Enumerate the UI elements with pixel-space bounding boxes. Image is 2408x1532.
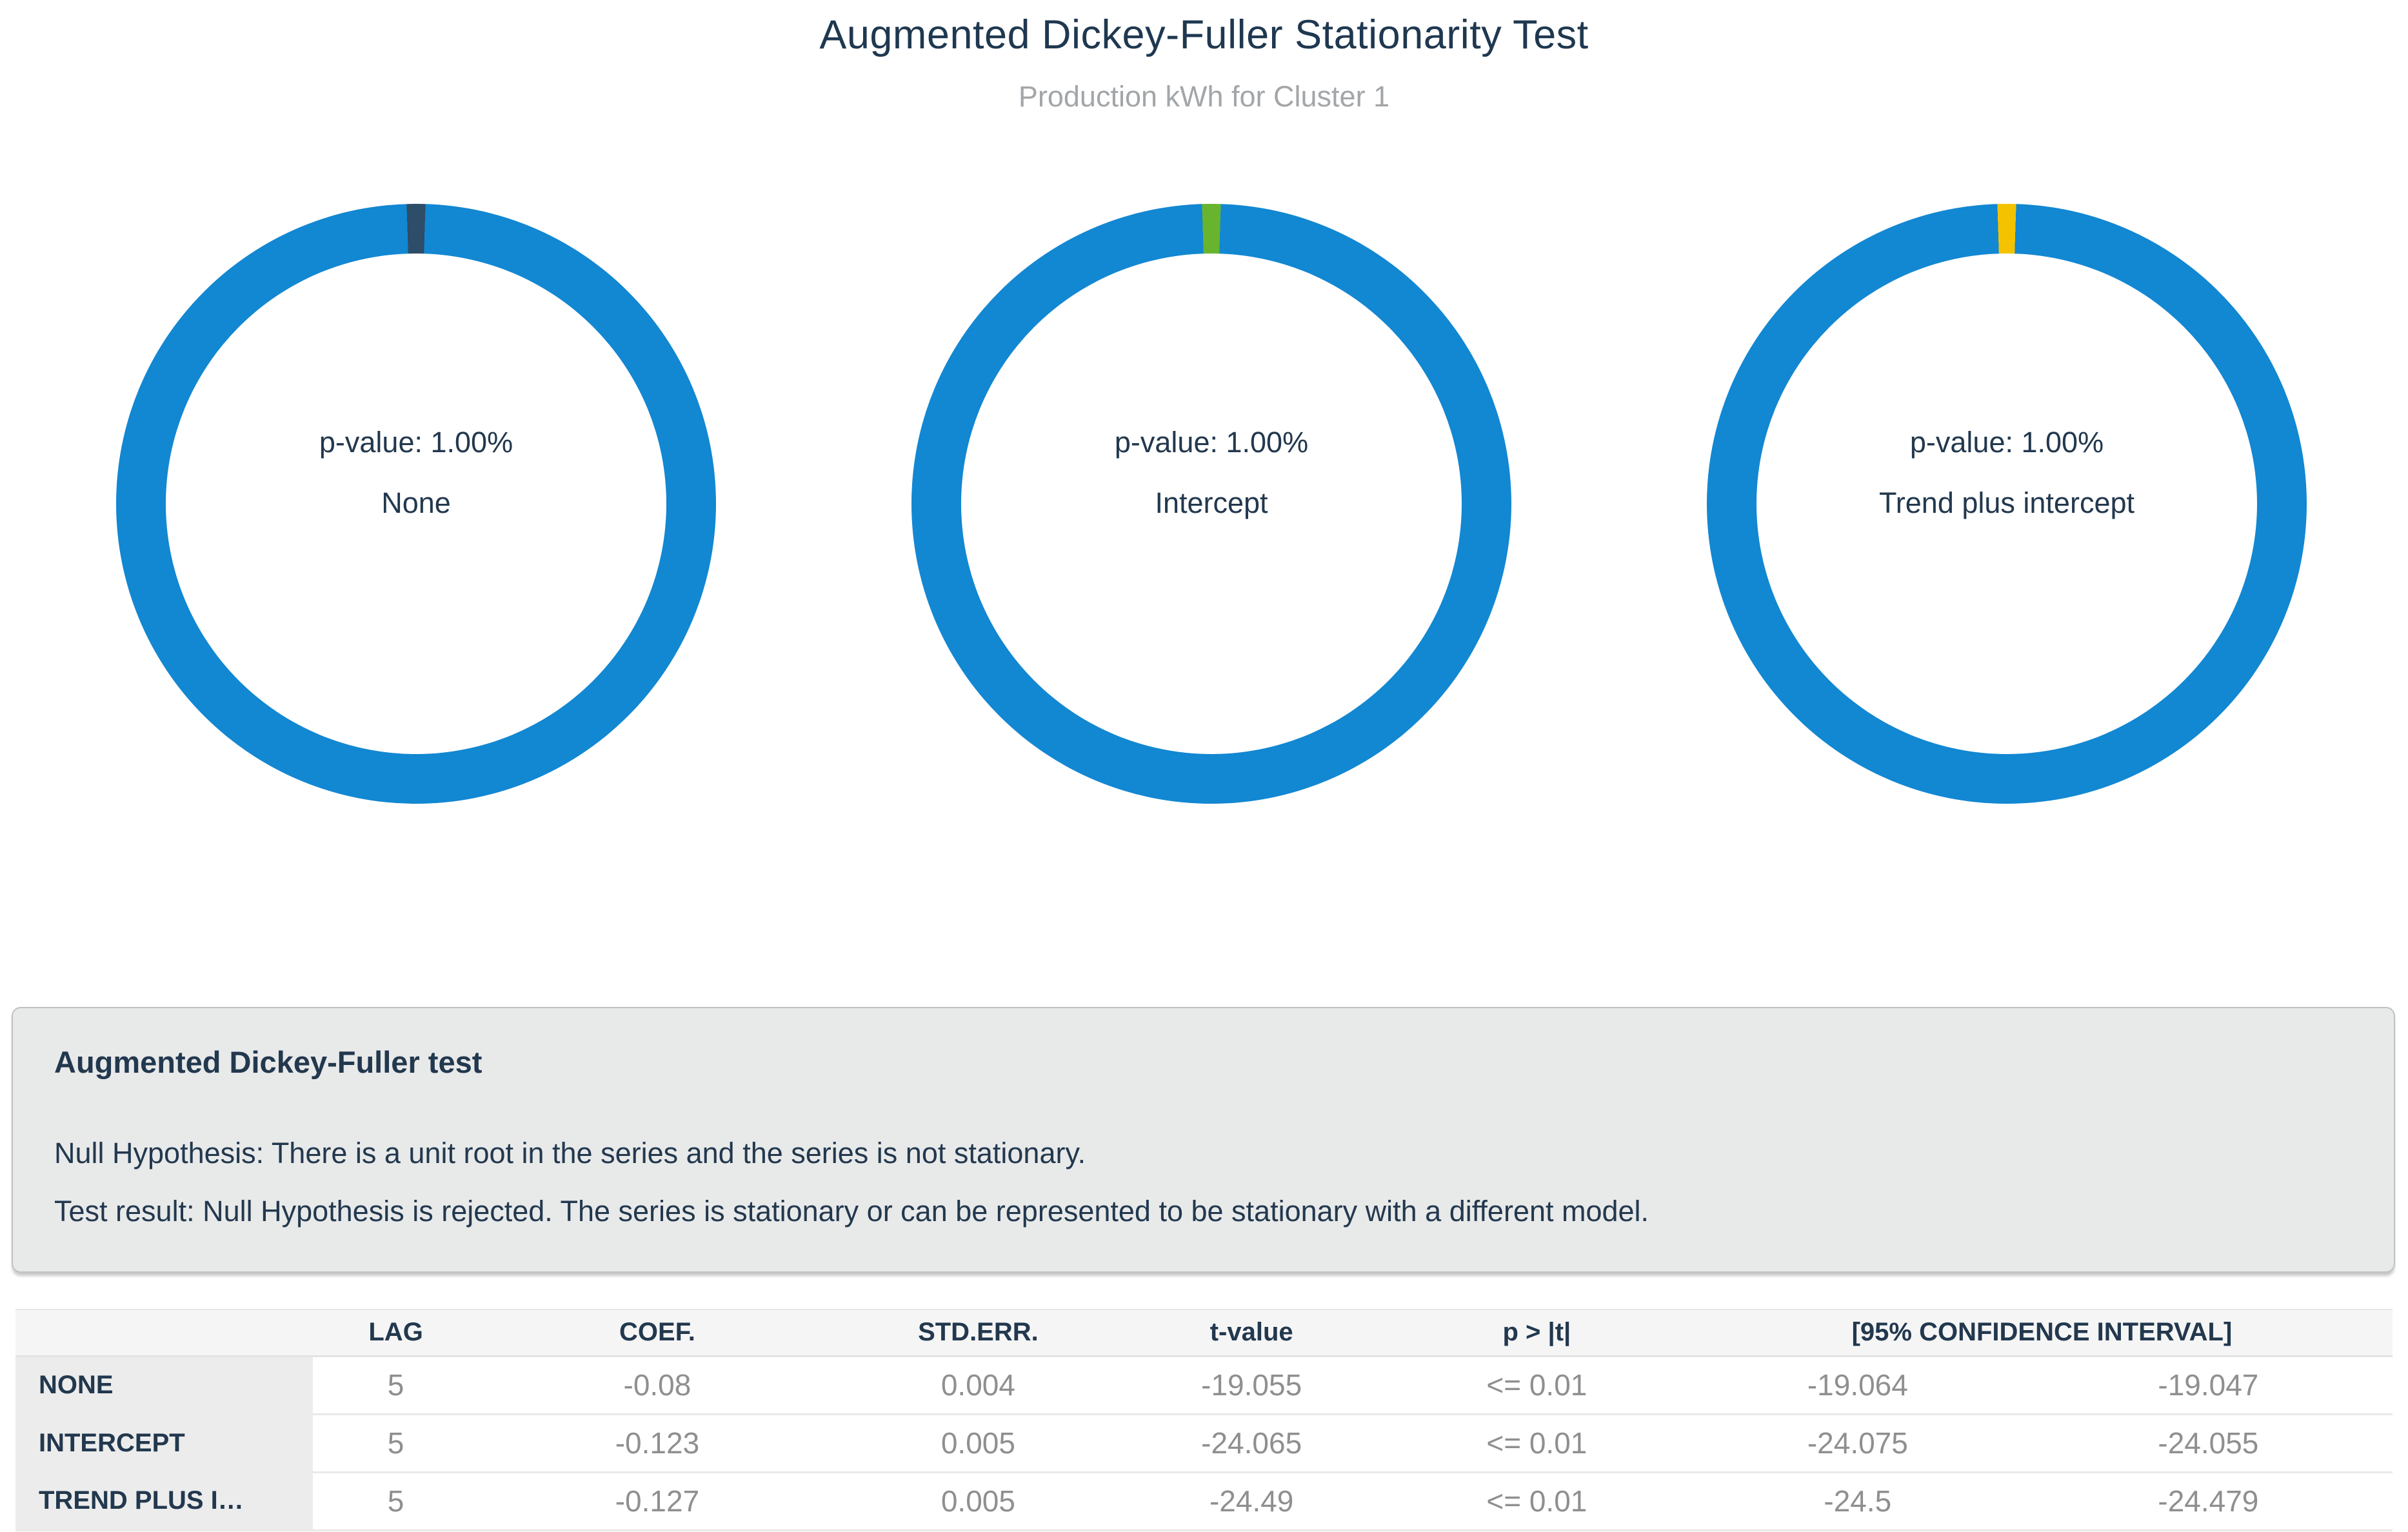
header-label-spacer xyxy=(15,1309,313,1357)
cell-tvalue: -24.49 xyxy=(1120,1471,1382,1531)
cell-p: <= 0.01 xyxy=(1382,1356,1691,1414)
donut-pvalue-label: p-value: 1.00% xyxy=(1909,426,2104,459)
cell-stderr: 0.004 xyxy=(835,1356,1121,1414)
cell-stderr: 0.005 xyxy=(835,1413,1121,1472)
row-label[interactable]: INTERCEPT xyxy=(15,1414,313,1472)
donut-series-label: Trend plus intercept xyxy=(1878,486,2135,519)
cell-lag: 5 xyxy=(312,1356,479,1414)
row-label[interactable]: NONE xyxy=(15,1356,313,1414)
info-box-body: Null Hypothesis: There is a unit root in… xyxy=(54,1124,2358,1240)
donut-series-label: None xyxy=(381,486,451,519)
donut-chart-trend-plus-intercept[interactable]: p-value: 1.00% Trend plus intercept xyxy=(1707,204,2307,804)
cell-ci-high: -24.055 xyxy=(2024,1413,2393,1472)
header-confidence-interval: [95% CONFIDENCE INTERVAL] xyxy=(1691,1309,2393,1357)
cell-stderr: 0.005 xyxy=(835,1471,1121,1531)
cell-p: <= 0.01 xyxy=(1382,1471,1691,1531)
cell-ci-low: -24.5 xyxy=(1691,1471,2024,1531)
cell-ci-high: -24.479 xyxy=(2024,1471,2393,1531)
header-p: p > |t| xyxy=(1382,1309,1691,1357)
donut-hole xyxy=(961,254,1462,754)
cell-ci-high: -19.047 xyxy=(2024,1356,2393,1414)
table-row-none[interactable]: NONE 5 -0.08 0.004 -19.055 <= 0.01 -19.0… xyxy=(15,1356,2393,1414)
donut-pvalue-label: p-value: 1.00% xyxy=(1114,426,1309,459)
info-box-title: Augmented Dickey-Fuller test xyxy=(54,1045,483,1079)
cell-tvalue: -19.055 xyxy=(1120,1356,1382,1414)
header-coef: COEF. xyxy=(479,1309,836,1357)
table-row-intercept[interactable]: INTERCEPT 5 -0.123 0.005 -24.065 <= 0.01… xyxy=(15,1413,2393,1472)
adf-test-info-box: Augmented Dickey-Fuller test Null Hypoth… xyxy=(12,1007,2395,1273)
cell-coef: -0.127 xyxy=(479,1471,836,1531)
adf-results-table: LAG COEF. STD.ERR. t-value p > |t| [95% … xyxy=(15,1309,2393,1531)
donut-hole xyxy=(166,254,666,754)
cell-coef: -0.123 xyxy=(479,1413,836,1472)
table-row-trend-plus-intercept[interactable]: TREND PLUS I… 5 -0.127 0.005 -24.49 <= 0… xyxy=(15,1471,2393,1531)
cell-lag: 5 xyxy=(312,1413,479,1472)
cell-tvalue: -24.065 xyxy=(1120,1413,1382,1472)
header-tvalue: t-value xyxy=(1120,1309,1382,1357)
donut-hole xyxy=(1756,254,2257,754)
cell-p: <= 0.01 xyxy=(1382,1413,1691,1472)
donut-series-label: Intercept xyxy=(1155,486,1268,519)
cell-coef: -0.08 xyxy=(479,1356,836,1414)
donut-pvalue-label: p-value: 1.00% xyxy=(319,426,513,459)
row-label[interactable]: TREND PLUS I… xyxy=(15,1472,313,1531)
cell-lag: 5 xyxy=(312,1471,479,1531)
header-stderr: STD.ERR. xyxy=(835,1309,1121,1357)
donut-chart-row: p-value: 1.00% None p-value: 1.00% Inter… xyxy=(0,204,2408,804)
test-result-line: Test result: Null Hypothesis is rejected… xyxy=(54,1195,1649,1228)
cell-ci-low: -19.064 xyxy=(1691,1356,2024,1414)
cell-ci-low: -24.075 xyxy=(1691,1413,2024,1472)
page-title: Augmented Dickey-Fuller Stationarity Tes… xyxy=(819,12,1589,57)
page-subtitle: Production kWh for Cluster 1 xyxy=(1018,80,1390,113)
donut-chart-none[interactable]: p-value: 1.00% None xyxy=(116,204,716,804)
table-header-row: LAG COEF. STD.ERR. t-value p > |t| [95% … xyxy=(15,1309,2393,1357)
null-hypothesis-line: Null Hypothesis: There is a unit root in… xyxy=(54,1137,1086,1169)
donut-chart-intercept[interactable]: p-value: 1.00% Intercept xyxy=(911,204,1511,804)
header-lag: LAG xyxy=(312,1309,479,1357)
